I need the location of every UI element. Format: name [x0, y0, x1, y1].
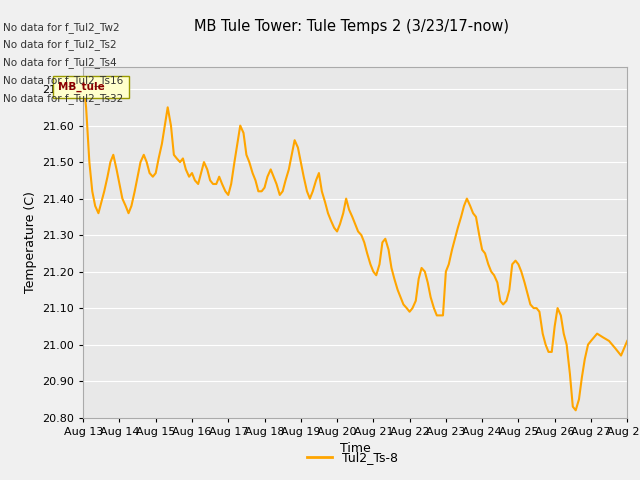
Legend: Tul2_Ts-8: Tul2_Ts-8 — [301, 446, 403, 469]
X-axis label: Time: Time — [340, 442, 371, 455]
Text: No data for f_Tul2_Ts2: No data for f_Tul2_Ts2 — [3, 39, 117, 50]
Text: No data for f_Tul2_Ts4: No data for f_Tul2_Ts4 — [3, 57, 117, 68]
Y-axis label: Temperature (C): Temperature (C) — [24, 192, 36, 293]
Text: No data for f_Tul2_Ts32: No data for f_Tul2_Ts32 — [3, 93, 124, 104]
Text: MB Tule Tower: Tule Temps 2 (3/23/17-now): MB Tule Tower: Tule Temps 2 (3/23/17-now… — [195, 19, 509, 34]
Text: No data for f_Tul2_Ts16: No data for f_Tul2_Ts16 — [3, 75, 124, 86]
Text: MB_tule: MB_tule — [58, 82, 104, 93]
Text: No data for f_Tul2_Tw2: No data for f_Tul2_Tw2 — [3, 22, 120, 33]
